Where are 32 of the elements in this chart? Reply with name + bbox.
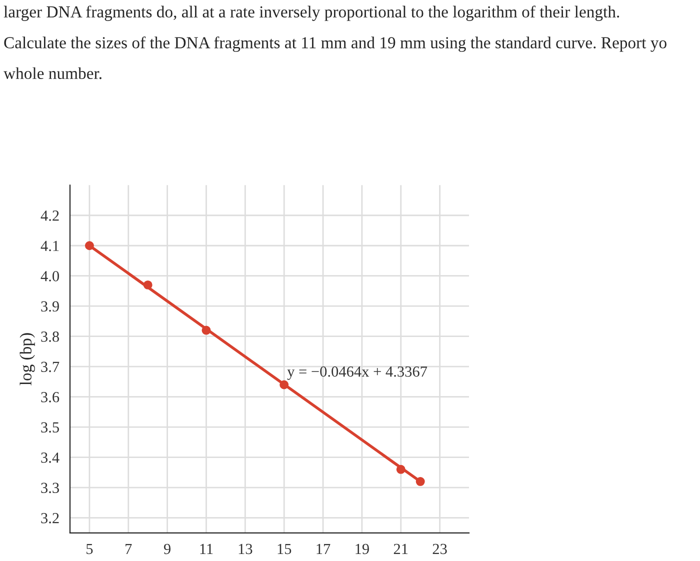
point xyxy=(416,477,425,486)
y-axis-title: log (bp) xyxy=(20,333,35,386)
point xyxy=(143,280,152,290)
x-tick-label: 13 xyxy=(238,544,252,554)
point xyxy=(202,326,211,335)
y-tick-label: 4.2 xyxy=(40,210,59,221)
point xyxy=(280,380,289,390)
y-tick-label: 3.9 xyxy=(41,301,59,312)
x-tick-label: 9 xyxy=(164,544,171,554)
x-tick-label: 21 xyxy=(394,544,408,554)
y-tick-label: 3.3 xyxy=(41,482,59,494)
x-tick-label: 7 xyxy=(126,544,132,554)
y-tick-label: 3.7 xyxy=(41,362,60,372)
y-tick-label: 3.8 xyxy=(41,331,59,342)
x-tick-label: 11 xyxy=(200,544,213,554)
x-tick-label: 23 xyxy=(432,544,447,554)
y-tick-label: 3.5 xyxy=(41,422,59,433)
y-tick-label: 3.6 xyxy=(41,392,60,402)
x-tick-label: 17 xyxy=(316,544,330,554)
y-tick-label: 3.4 xyxy=(41,452,60,463)
x-tick-label: 15 xyxy=(278,544,292,554)
x-tick-label: 5 xyxy=(86,544,93,554)
y-tick-label: 4.0 xyxy=(40,271,59,282)
text: larger DNA fragments do, all at a rate inversely proportional to the logarithm of their length. xyxy=(4,6,620,21)
text: Calculate the sizes of the DNA fragments at 11 mm and 19 mm using the standard curve. Report yo xyxy=(4,36,666,52)
x-tick-label: 19 xyxy=(356,544,369,554)
annotation: y = −0.0464x + 4.3367 xyxy=(287,366,428,380)
point xyxy=(84,241,94,250)
text: whole number. xyxy=(4,67,102,80)
y-tick-label: 3.2 xyxy=(41,513,59,524)
y-tick-label: 4.1 xyxy=(40,240,59,252)
point xyxy=(396,464,406,474)
